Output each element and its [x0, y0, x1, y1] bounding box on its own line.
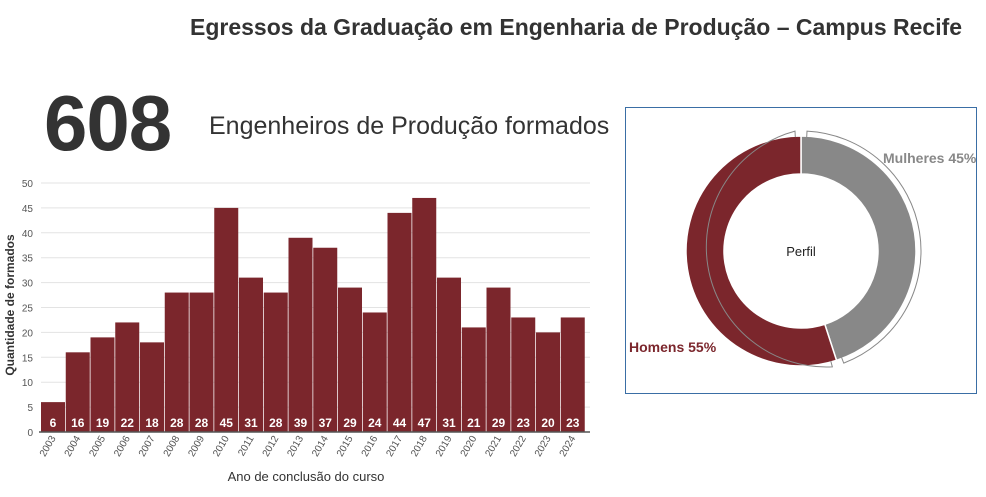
- gender-profile-panel: Mulheres 45% Homens 55% Perfil: [625, 107, 977, 394]
- bar-value-label: 23: [517, 416, 531, 430]
- x-tick-label: 2018: [409, 434, 430, 459]
- bar: [338, 287, 362, 432]
- bar-value-label: 18: [145, 416, 159, 430]
- bar-value-label: 21: [467, 416, 481, 430]
- x-tick-label: 2020: [459, 434, 480, 459]
- x-tick-label: 2010: [211, 434, 232, 459]
- x-tick-label: 2022: [508, 434, 529, 459]
- x-tick-label: 2016: [360, 434, 381, 459]
- bar-value-label: 39: [294, 416, 308, 430]
- x-tick-label: 2006: [112, 434, 133, 459]
- x-tick-label: 2024: [558, 434, 579, 459]
- bar: [140, 342, 164, 432]
- bar: [461, 327, 486, 432]
- bar-value-label: 37: [319, 416, 333, 430]
- y-tick-label: 15: [22, 353, 34, 364]
- slice-label: Mulheres 45%: [883, 150, 976, 166]
- bar-value-label: 16: [71, 416, 85, 430]
- x-tick-label: 2004: [63, 434, 84, 459]
- x-tick-label: 2021: [483, 434, 504, 459]
- x-tick-label: 2008: [162, 434, 183, 459]
- y-tick-label: 10: [22, 378, 34, 389]
- x-tick-label: 2011: [236, 434, 256, 459]
- total-graduates-caption: Engenheiros de Produção formados: [209, 112, 610, 140]
- x-tick-label: 2003: [38, 434, 59, 459]
- bar: [90, 337, 115, 432]
- x-tick-label: 2005: [87, 434, 108, 459]
- bar-value-label: 19: [96, 416, 110, 430]
- x-tick-label: 2009: [186, 434, 207, 459]
- total-graduates-number: 608: [44, 79, 172, 167]
- graduates-bar-chart: 0510152025303540455062003162004192005222…: [3, 179, 590, 484]
- x-tick-label: 2014: [310, 434, 331, 459]
- y-tick-label: 50: [22, 179, 34, 190]
- bar-value-label: 6: [50, 416, 57, 430]
- y-axis-title: Quantidade de formados: [3, 234, 17, 376]
- bar: [362, 312, 387, 432]
- slice-bracket: [806, 130, 922, 364]
- y-tick-label: 0: [27, 428, 33, 439]
- bar-value-label: 29: [343, 416, 357, 430]
- y-tick-label: 25: [22, 304, 34, 315]
- bar-value-label: 28: [269, 416, 283, 430]
- x-tick-label: 2013: [285, 434, 306, 459]
- y-tick-label: 35: [22, 254, 34, 265]
- bar: [486, 287, 511, 432]
- bar: [387, 212, 412, 432]
- bar: [288, 237, 313, 432]
- bar-value-label: 23: [566, 416, 580, 430]
- slice-bracket: [705, 130, 833, 368]
- x-tick-label: 2017: [384, 434, 405, 459]
- bar: [437, 277, 461, 432]
- donut-center-label: Perfil: [786, 244, 816, 259]
- y-tick-label: 40: [22, 229, 34, 240]
- bar-value-label: 47: [418, 416, 432, 430]
- bar: [239, 277, 263, 432]
- x-tick-label: 2023: [533, 434, 554, 459]
- bar: [164, 292, 189, 432]
- bar: [560, 317, 585, 432]
- slice-label: Homens 55%: [629, 339, 717, 355]
- y-tick-label: 5: [27, 403, 33, 414]
- bar-value-label: 44: [393, 416, 407, 430]
- y-tick-label: 20: [22, 328, 34, 339]
- bar-value-label: 45: [220, 416, 234, 430]
- bar-value-label: 22: [121, 416, 135, 430]
- y-tick-label: 45: [22, 204, 34, 215]
- gender-donut-chart: Mulheres 45% Homens 55% Perfil: [629, 130, 976, 368]
- bar-value-label: 29: [492, 416, 506, 430]
- bar: [115, 322, 140, 432]
- bar: [511, 317, 536, 432]
- bar-value-label: 20: [541, 416, 555, 430]
- bar: [65, 352, 90, 432]
- x-tick-label: 2015: [335, 434, 356, 459]
- bar: [412, 197, 437, 432]
- bar: [41, 402, 65, 432]
- bar: [263, 292, 288, 432]
- bar: [214, 207, 239, 432]
- bar: [313, 247, 338, 432]
- x-tick-label: 2012: [261, 434, 282, 459]
- bar-value-label: 28: [170, 416, 184, 430]
- bar: [536, 332, 560, 432]
- x-tick-label: 2007: [137, 434, 158, 459]
- bar-value-label: 31: [442, 416, 456, 430]
- x-axis-title: Ano de conclusão do curso: [228, 469, 385, 484]
- bar: [189, 292, 214, 432]
- y-tick-label: 30: [22, 279, 34, 290]
- bar-value-label: 24: [368, 416, 382, 430]
- bar-value-label: 31: [244, 416, 258, 430]
- donut-slice: [800, 135, 917, 362]
- bar-value-label: 28: [195, 416, 209, 430]
- x-tick-label: 2019: [434, 434, 455, 459]
- page-title: Egressos da Graduação em Engenharia de P…: [190, 14, 963, 40]
